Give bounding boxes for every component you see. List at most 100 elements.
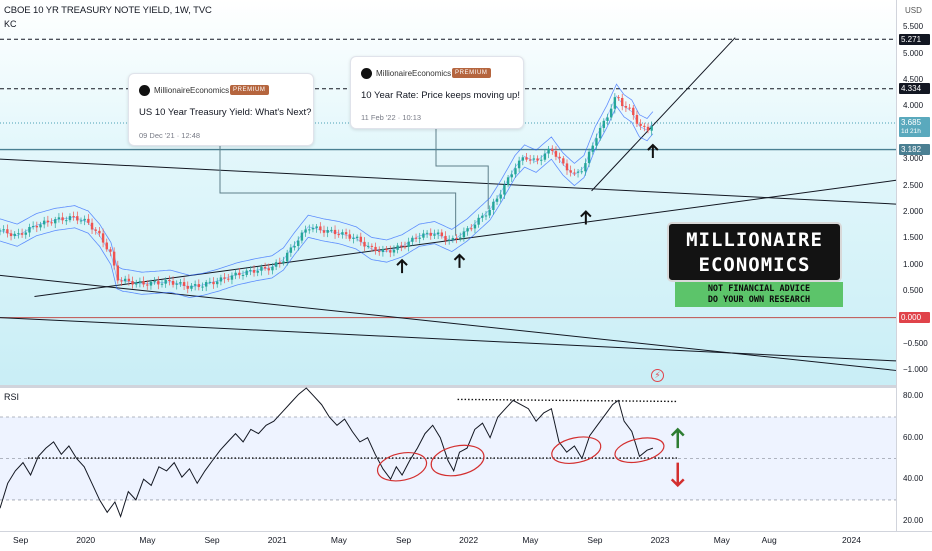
candle-body <box>389 250 392 253</box>
candle-body <box>462 231 466 238</box>
candle-body <box>319 226 322 231</box>
indicator-label-kc[interactable]: KC <box>4 19 17 29</box>
candle-body <box>392 249 396 253</box>
candle-body <box>260 266 263 271</box>
candle-body <box>322 230 326 233</box>
trend-line-steep-uptrend <box>591 37 736 192</box>
candle-body <box>370 245 374 247</box>
lightning-icon[interactable]: ⚡ <box>651 369 664 382</box>
chart-legend-title[interactable]: CBOE 10 YR TREASURY NOTE YIELD, 1W, TVC <box>4 5 212 16</box>
candle-body <box>256 270 259 273</box>
candle-body <box>116 265 120 281</box>
candle-body <box>131 281 134 285</box>
time-tick-label: May <box>139 535 156 545</box>
candle-body <box>547 148 550 154</box>
idea-author: MillionaireEconomics <box>154 86 230 95</box>
price-tick-label: 4.500 <box>903 74 924 84</box>
candle-body <box>146 284 149 286</box>
candle-body <box>532 158 536 160</box>
candle-body <box>42 220 46 225</box>
candle-body <box>565 163 569 171</box>
candle-body <box>249 270 252 272</box>
candle-body <box>241 274 245 276</box>
price-tick-label: 3.000 <box>903 154 924 164</box>
candle-body <box>278 262 282 264</box>
candle-body <box>0 230 2 232</box>
candle-body <box>6 229 9 234</box>
time-tick-label: May <box>713 535 730 545</box>
candle-body <box>208 281 212 283</box>
candle-body <box>175 283 178 285</box>
candle-body <box>300 232 304 241</box>
rsi-resistance-line <box>457 398 678 403</box>
candle-body <box>193 284 197 286</box>
idea-author: MillionaireEconomics <box>376 69 452 78</box>
idea-title: 10 Year Rate: Price keeps moving up! <box>361 90 520 101</box>
candle-body <box>521 157 525 161</box>
candle-body <box>267 268 270 271</box>
time-tick-label: 2022 <box>459 535 479 545</box>
candle-body <box>98 230 101 234</box>
candle-body <box>204 282 208 287</box>
candle-body <box>87 218 90 223</box>
candle-body <box>514 168 517 175</box>
candle-body <box>54 219 57 224</box>
time-tick-label: May <box>330 535 347 545</box>
rsi-highlight-circle <box>376 451 428 482</box>
candle-body <box>227 278 230 280</box>
candle-body <box>632 107 635 116</box>
candle-body <box>216 281 219 285</box>
idea-card[interactable]: MillionaireEconomics PREMIUM US 10 Year … <box>128 73 314 146</box>
premium-badge: PREMIUM <box>230 85 269 95</box>
candle-body <box>120 280 123 282</box>
candle-body <box>101 233 105 243</box>
candle-body <box>333 229 337 235</box>
candle-body <box>160 283 164 285</box>
candle-body <box>142 281 145 285</box>
candle-body <box>76 216 79 221</box>
candle-body <box>109 249 112 252</box>
candle-body <box>149 281 153 286</box>
candle-body <box>403 246 407 248</box>
price-tick-label: 4.000 <box>903 101 924 111</box>
candle-body <box>381 249 385 253</box>
candle-body <box>451 237 455 240</box>
candle-body <box>528 159 532 161</box>
candle-body <box>46 220 50 223</box>
candle-body <box>650 126 653 131</box>
candle-body <box>558 156 561 159</box>
candle-body <box>35 226 39 228</box>
candle-body <box>396 245 399 250</box>
candle-body <box>17 233 20 235</box>
candle-body <box>580 171 583 173</box>
candle-body <box>157 281 160 285</box>
time-axis[interactable] <box>0 531 932 551</box>
candle-body <box>366 245 370 247</box>
candle-body <box>219 277 223 282</box>
idea-card[interactable]: MillionaireEconomics PREMIUM 10 Year Rat… <box>350 56 524 129</box>
candle-body <box>466 228 469 232</box>
candle-body <box>182 282 186 286</box>
candle-body <box>598 127 602 139</box>
time-tick-label: 2021 <box>267 535 287 545</box>
up-arrow-annotation <box>396 258 408 274</box>
candle-body <box>621 97 624 107</box>
price-badge-dark: 5.271 <box>899 33 930 45</box>
candle-body <box>540 159 543 161</box>
candle-body <box>551 148 554 152</box>
candle-body <box>587 151 591 164</box>
price-tick-label: 0.500 <box>903 286 924 296</box>
candle-body <box>646 126 650 131</box>
price-tick-label: −1.000 <box>903 365 928 375</box>
price-tick-label: 2.000 <box>903 206 924 216</box>
candle-body <box>271 266 274 271</box>
indicator-label-rsi[interactable]: RSI <box>4 392 20 402</box>
candle-body <box>24 232 27 235</box>
price-badge-current: 3.685 1d 21h <box>899 116 930 137</box>
candle-body <box>289 247 293 253</box>
candle-body <box>488 209 491 216</box>
candle-body <box>223 277 226 279</box>
pane-divider[interactable] <box>0 385 932 388</box>
price-tick-label: 5.500 <box>903 22 924 32</box>
candle-body <box>83 218 86 221</box>
